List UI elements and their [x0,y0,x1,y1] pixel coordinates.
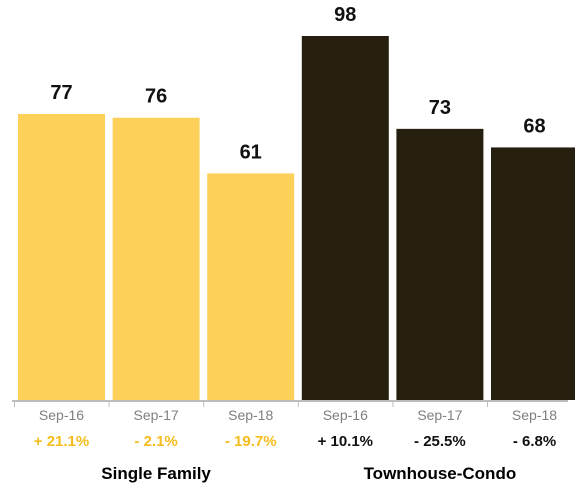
change-label: - 25.5% [414,433,466,450]
value-label: 73 [429,97,451,119]
bar-single-family-sep-17 [112,117,200,400]
bar-single-family-sep-16 [18,114,105,400]
group-label: Townhouse-Condo [364,464,517,483]
x-tick-label: Sep-16 [323,407,368,423]
value-label: 68 [523,115,545,137]
value-label: 76 [145,86,167,108]
x-ticks-layer: Sep-16 + 21.1% Sep-17 - 2.1% Sep-18 - 19.7% Si… [14,401,557,483]
x-tick-label: Sep-17 [417,407,462,423]
value-label: 77 [50,82,72,104]
group-label: Single Family [101,464,211,483]
value-label: 98 [334,4,356,26]
value-label: 61 [240,141,262,163]
x-tick-label: Sep-16 [39,407,84,423]
change-label: + 21.1% [34,433,89,450]
change-label: - 19.7% [225,433,277,450]
x-tick-label: Sep-18 [512,407,557,423]
bar-townhouse-condo-sep-16 [301,36,389,400]
bar-townhouse-condo-sep-17 [396,128,484,400]
bar-townhouse-condo-sep-18 [491,147,575,400]
x-tick-label: Sep-17 [134,407,179,423]
change-label: - 2.1% [134,433,177,450]
change-label: + 10.1% [318,433,373,450]
x-tick-label: Sep-18 [228,407,273,423]
bars-layer [18,36,575,400]
labels-layer: 77 76 61 98 73 68 [50,4,545,163]
bar-single-family-sep-18 [207,173,295,400]
change-label: - 6.8% [513,433,556,450]
